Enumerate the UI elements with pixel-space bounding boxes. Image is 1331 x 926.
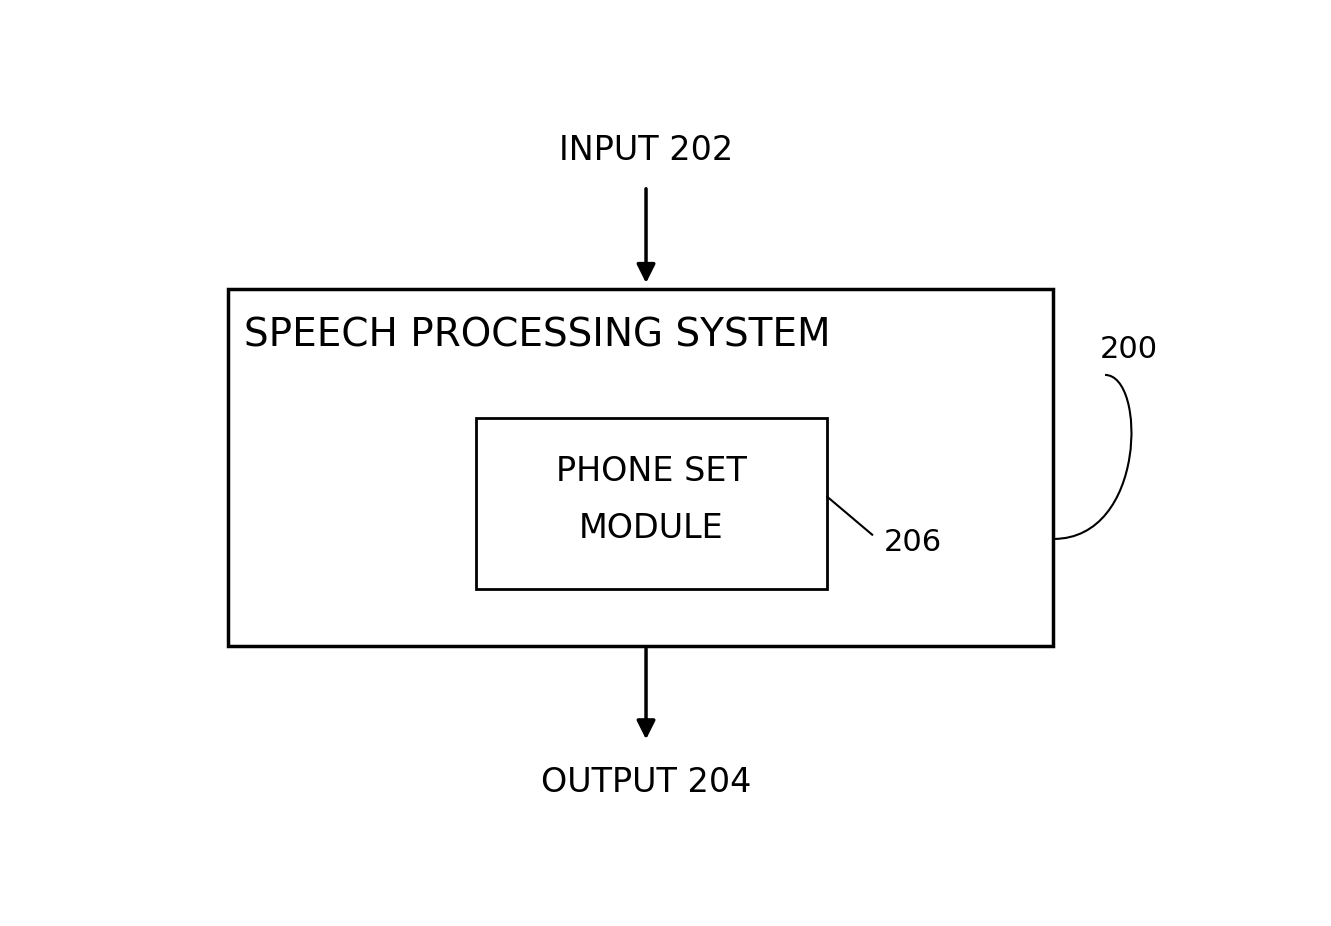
Bar [229, 289, 1054, 646]
Text: INPUT 202: INPUT 202 [559, 134, 733, 167]
Text: MODULE: MODULE [579, 512, 724, 544]
Text: SPEECH PROCESSING SYSTEM: SPEECH PROCESSING SYSTEM [245, 317, 831, 355]
Text: 206: 206 [884, 528, 941, 557]
Text: 200: 200 [1099, 335, 1158, 365]
Text: OUTPUT 204: OUTPUT 204 [540, 767, 751, 799]
Bar [476, 418, 827, 589]
Text: PHONE SET: PHONE SET [556, 455, 747, 488]
